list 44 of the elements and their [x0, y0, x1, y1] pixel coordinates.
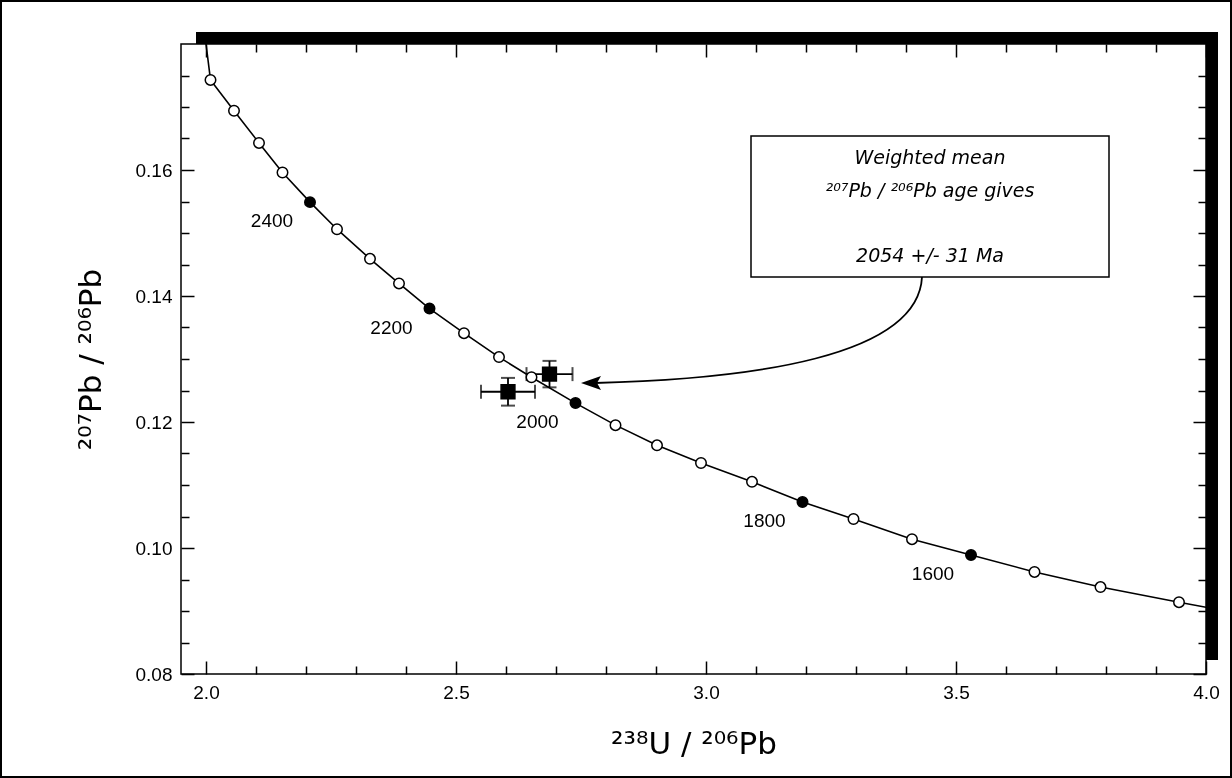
point: [906, 533, 918, 546]
y-tick-label: 0.08: [135, 663, 173, 685]
x-tick-label: 3.0: [693, 681, 720, 703]
y-tick-label: 0.10: [135, 537, 173, 559]
annotation: 2000: [516, 411, 559, 433]
point: [276, 166, 289, 179]
y-tick-label: 0.16: [135, 159, 173, 181]
x-tick-label: 2.5: [443, 681, 470, 703]
point: [500, 384, 516, 400]
point: [746, 475, 758, 488]
annotation: 1800: [743, 510, 786, 532]
point: [796, 496, 809, 508]
point: [695, 456, 707, 469]
point: [364, 252, 376, 265]
annotation: 2400: [250, 210, 294, 232]
x-axis-title: ²³⁸U / ²⁰⁶Pb: [611, 724, 777, 761]
point: [1173, 596, 1185, 609]
point: [1094, 581, 1107, 594]
point: [965, 548, 977, 561]
point: [423, 302, 436, 315]
point: [1028, 565, 1041, 578]
point: [331, 223, 343, 236]
point: [458, 327, 470, 340]
y-tick-label: 0.12: [135, 411, 173, 433]
annotation: 2200: [370, 316, 413, 338]
point: [204, 73, 217, 86]
point: [228, 104, 240, 117]
x-tick-label: 4.0: [1193, 681, 1220, 703]
point: [569, 397, 582, 410]
point: [609, 419, 622, 432]
point: [493, 351, 505, 364]
y-axis-title: ²⁰⁷Pb / ²⁰⁶Pb: [71, 268, 108, 451]
text: Weighted mean ²⁰⁷Pb / ²⁰⁶Pb age gives 2054 +/- 31 Ma: [825, 146, 1035, 266]
x-tick-label: 2.0: [193, 681, 220, 703]
point: [393, 277, 405, 290]
point: [253, 136, 265, 149]
annotation: 1600: [911, 562, 955, 584]
y-tick-label: 0.14: [135, 285, 173, 307]
point: [651, 439, 663, 452]
point: [304, 196, 316, 209]
x-tick-label: 3.5: [943, 681, 970, 703]
point: [541, 366, 558, 382]
point: [525, 371, 538, 384]
point: [847, 513, 860, 525]
